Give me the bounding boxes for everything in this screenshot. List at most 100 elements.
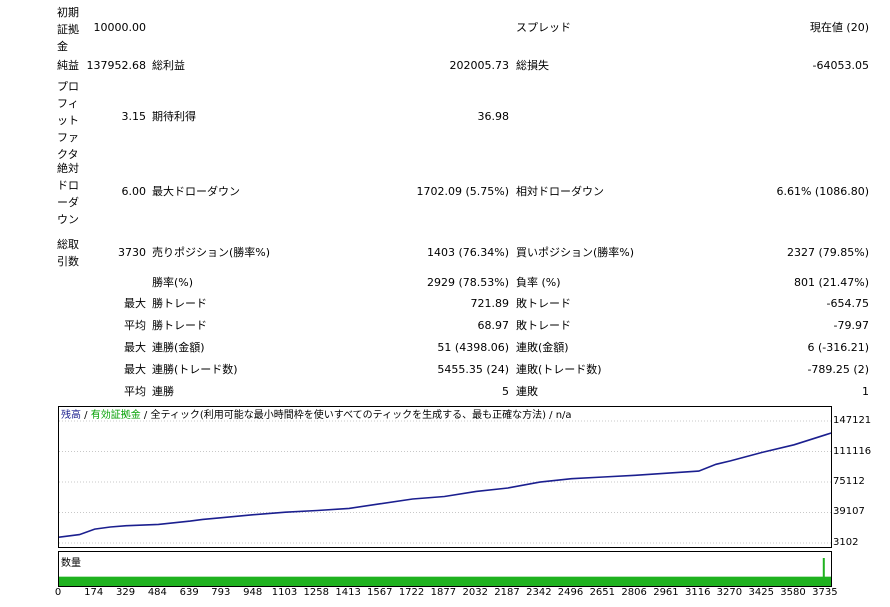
gross-profit-value: 202005.73 — [449, 59, 510, 72]
avg-consec-losses-value: 1 — [862, 385, 869, 398]
rel-drawdown-value: 6.61% (1086.80) — [776, 185, 869, 198]
long-positions-label: 買いポジション(勝率%) — [516, 246, 635, 259]
legend-balance: 残高 — [61, 410, 81, 421]
profit-factor-label: プロフィットファクタ — [57, 80, 79, 161]
avg-loss-value: -79.97 — [833, 319, 869, 332]
expected-payoff-label: 期待利得 — [152, 110, 196, 123]
legend-separator: / — [545, 410, 556, 421]
row-prefix-avg: 平均 — [124, 319, 146, 332]
legend-quality: n/a — [555, 410, 572, 421]
expected-payoff-value: 36.98 — [477, 110, 510, 123]
volume-spike-bar — [822, 558, 825, 586]
x-tick-label: 2032 — [462, 587, 488, 598]
x-tick-label: 1567 — [367, 587, 393, 598]
x-tick-label: 1103 — [271, 587, 298, 598]
x-tick-label: 0 — [54, 587, 62, 598]
net-profit-label: 純益 — [57, 59, 79, 72]
rel-drawdown-label: 相対ドローダウン — [516, 185, 604, 198]
x-tick-label: 2651 — [589, 587, 616, 598]
legend-separator: / — [81, 410, 91, 421]
x-tick-label: 2187 — [494, 587, 520, 598]
chart-grid — [59, 420, 831, 544]
x-tick-label: 1722 — [398, 587, 425, 598]
win-rate-label: 勝率(%) — [152, 276, 194, 289]
short-positions-value: 1403 (76.34%) — [426, 246, 509, 259]
loss-rate-value: 801 (21.47%) — [793, 276, 869, 289]
x-tick-label: 3425 — [748, 587, 774, 598]
row-prefix-max: 最大 — [124, 363, 146, 376]
y-tick-label: 147121 — [833, 415, 872, 426]
max-consec-losses-money-label: 連敗(金額) — [516, 341, 569, 354]
loss-rate-label: 負率 (%) — [516, 276, 561, 289]
chart-legend: 残高 / 有効証拠金 / 全ティック(利用可能な最小時間枠を使いすべてのティック… — [61, 409, 572, 422]
volume-label: 数量 — [61, 558, 81, 569]
x-tick-label: 1877 — [430, 587, 457, 598]
avg-win-label: 勝トレード — [152, 319, 207, 332]
spread-label: スプレッド — [516, 21, 571, 34]
x-axis: 0 174 329 484 639 793 948 1103 1258 1413 1567 1722 1… — [54, 587, 838, 605]
win-rate-value: 2929 (78.53%) — [426, 276, 509, 289]
largest-loss-label: 敗トレード — [516, 297, 571, 310]
max-consec-loss-label: 連敗(トレード数) — [516, 363, 602, 376]
y-tick-label: 3102 — [833, 537, 859, 548]
row-prefix-avg: 平均 — [124, 385, 146, 398]
x-tick-label: 639 — [179, 587, 199, 598]
total-trades-value: 3730 — [118, 246, 146, 259]
legend-model: 全ティック(利用可能な最小時間枠を使いすべてのティックを生成する、最も正確な方法… — [150, 410, 546, 421]
x-tick-label: 2806 — [621, 587, 647, 598]
gross-loss-value: -64053.05 — [812, 59, 869, 72]
initial-deposit-label: 初期証拠金 — [57, 6, 79, 53]
abs-drawdown-value: 6.00 — [121, 185, 147, 198]
largest-win-value: 721.89 — [470, 297, 510, 310]
short-positions-label: 売りポジション(勝率%) — [152, 246, 271, 259]
x-tick-label: 948 — [243, 587, 263, 598]
avg-consec-wins-label: 連勝 — [152, 385, 174, 398]
max-consec-losses-money-value: 6 (-316.21) — [807, 341, 869, 354]
largest-loss-value: -654.75 — [826, 297, 869, 310]
x-tick-label: 3270 — [716, 587, 743, 598]
gross-loss-label: 総損失 — [516, 59, 549, 72]
legend-separator: / — [140, 410, 151, 421]
avg-loss-label: 敗トレード — [516, 319, 571, 332]
largest-win-label: 勝トレード — [152, 297, 207, 310]
max-consec-profit-value: 5455.35 (24) — [437, 363, 509, 376]
x-tick-label: 2961 — [653, 587, 679, 598]
y-tick-label: 111116 — [833, 445, 872, 457]
y-tick-label: 75112 — [833, 475, 865, 487]
net-profit-value: 137952.68 — [86, 59, 147, 72]
x-tick-label: 2342 — [526, 587, 552, 598]
max-consec-wins-money-value: 51 (4398.06) — [437, 341, 509, 354]
legend-equity: 有効証拠金 — [90, 410, 141, 421]
max-consec-wins-money-label: 連勝(金額) — [152, 341, 205, 354]
x-tick-label: 3580 — [780, 587, 806, 598]
profit-factor-value: 3.15 — [121, 110, 147, 123]
y-tick-label: 39107 — [833, 506, 865, 518]
x-tick-label: 174 — [84, 587, 104, 598]
x-tick-label: 2496 — [557, 587, 584, 598]
max-consec-profit-label: 連勝(トレード数) — [152, 363, 238, 376]
x-tick-label: 484 — [147, 587, 167, 598]
x-tick-label: 3735 — [812, 587, 838, 598]
initial-deposit-value: 10000.00 — [93, 21, 147, 34]
volume-plot — [59, 558, 831, 586]
avg-consec-losses-label: 連敗 — [516, 385, 538, 398]
x-tick-label: 329 — [116, 587, 136, 598]
report-summary: 初期証拠金 10000.00 スプレッド 現在値 (20) 純益 137952.… — [57, 6, 869, 398]
avg-consec-wins-value: 5 — [502, 385, 509, 398]
volume-panel: 数量 — [58, 551, 832, 587]
long-positions-value: 2327 (79.85%) — [786, 246, 869, 259]
balance-chart: 残高 / 有効証拠金 / 全ティック(利用可能な最小時間枠を使いすべてのティック… — [58, 406, 832, 548]
row-prefix-max: 最大 — [124, 297, 146, 310]
max-consec-loss-value: -789.25 (2) — [807, 363, 869, 376]
volume-bars — [59, 576, 831, 586]
y-axis: 147121 111116 75112 39107 3102 — [831, 406, 889, 556]
max-drawdown-value: 1702.09 (5.75%) — [416, 185, 509, 198]
gross-profit-label: 総利益 — [152, 59, 185, 72]
x-tick-label: 3116 — [685, 587, 711, 598]
x-tick-label: 1413 — [335, 587, 361, 598]
balance-chart-plot — [59, 420, 831, 544]
series-line-balance — [59, 432, 831, 538]
spread-value: 現在値 (20) — [809, 21, 869, 34]
x-tick-label: 793 — [211, 587, 231, 598]
total-trades-label: 総取引数 — [57, 238, 79, 268]
